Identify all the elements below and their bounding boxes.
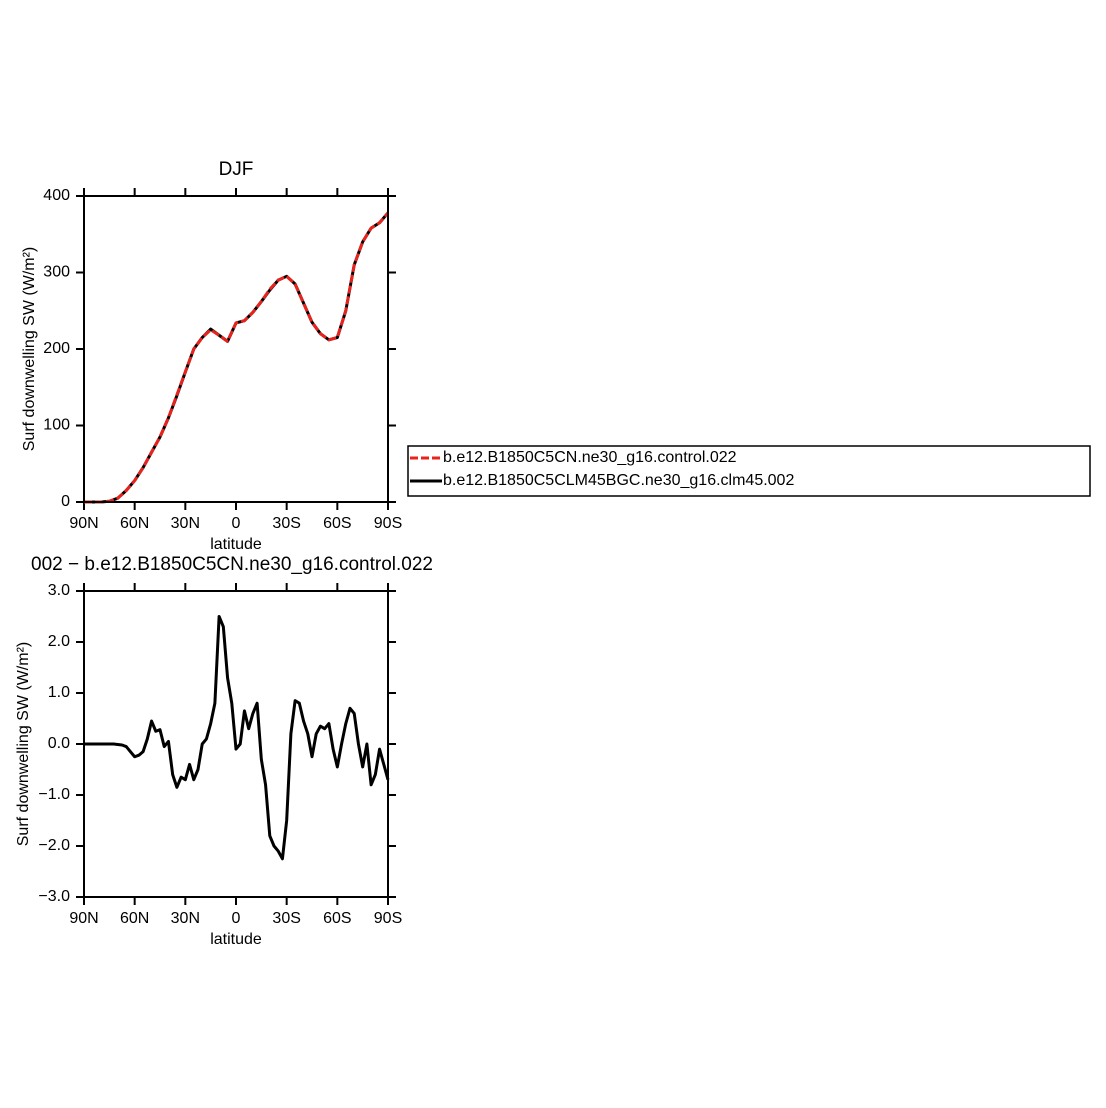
x-tick-label: 0 (232, 910, 241, 927)
x-tick-label: 90S (374, 515, 402, 532)
data-line (84, 211, 390, 504)
y-axis-label: Surf downwelling SW (W/m²) (15, 642, 32, 846)
plot-frame (83, 590, 389, 898)
x-tick-label: 90S (374, 910, 402, 927)
y-tick-label: −2.0 (38, 837, 70, 854)
x-tick-label: 30N (171, 515, 200, 532)
y-tick-label: −3.0 (38, 888, 70, 905)
chart-title: DJF (219, 159, 254, 180)
x-axis-label: latitude (210, 931, 262, 948)
legend-label: b.e12.B1850C5CN.ne30_g16.control.022 (443, 449, 737, 466)
x-tick-label: 60N (120, 515, 149, 532)
legend: b.e12.B1850C5CN.ne30_g16.control.022 b.e1… (407, 445, 1091, 497)
data-line (84, 615, 390, 861)
x-tick-label: 30N (171, 910, 200, 927)
legend-label: b.e12.B1850C5CLM45BGC.ne30_g16.clm45.002 (443, 472, 794, 489)
x-tick-label: 30S (272, 515, 300, 532)
y-tick-label: 200 (43, 340, 70, 357)
x-tick-label: 30S (272, 910, 300, 927)
y-tick-label: 0 (61, 493, 70, 510)
y-tick-label: 1.0 (48, 684, 70, 701)
y-axis-label: Surf downwelling SW (W/m²) (21, 247, 38, 451)
x-tick-label: 90N (69, 515, 98, 532)
x-tick-label: 60S (323, 910, 351, 927)
x-tick-label: 60S (323, 515, 351, 532)
y-tick-label: 100 (43, 417, 70, 434)
y-tick-label: 400 (43, 187, 70, 204)
x-tick-label: 90N (69, 910, 98, 927)
y-tick-label: 2.0 (48, 633, 70, 650)
legend-box (407, 445, 1091, 497)
chart-title: 002 − b.e12.B1850C5CN.ne30_g16.control.0… (31, 554, 433, 575)
y-tick-label: 0.0 (48, 735, 70, 752)
plot-frame (83, 195, 389, 503)
x-tick-label: 60N (120, 910, 149, 927)
y-tick-label: −1.0 (38, 786, 70, 803)
y-tick-label: 3.0 (48, 582, 70, 599)
x-tick-label: 0 (232, 515, 241, 532)
y-tick-label: 300 (43, 264, 70, 281)
x-axis-label: latitude (210, 536, 262, 553)
